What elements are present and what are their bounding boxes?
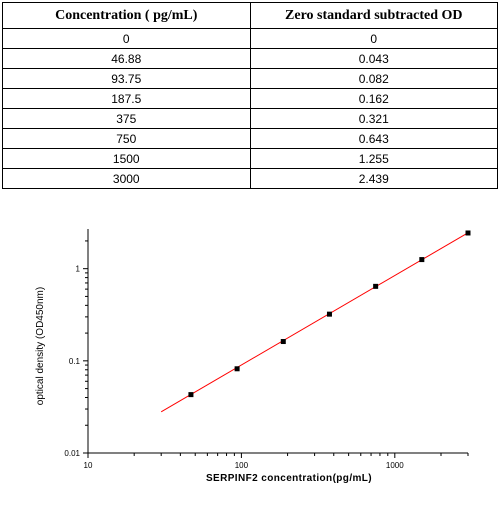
x-axis-title: SERPINF2 concentration(pg/mL): [206, 473, 372, 484]
table-row: 187.5 0.162: [2, 88, 498, 109]
data-point: [280, 339, 286, 345]
x-tick-label: 10: [84, 461, 93, 470]
fit-line-layer: [160, 232, 469, 413]
table-header-row: Concentration ( pg/mL) Zero standard sub…: [2, 2, 498, 29]
data-point: [419, 257, 425, 263]
fit-line: [160, 232, 469, 413]
cell-od: 2.439: [249, 168, 498, 189]
cell-od: 0.162: [249, 88, 498, 109]
cell-od: 0.043: [249, 48, 498, 69]
y-tick-label: 0.1: [69, 357, 81, 366]
cell-concentration: 46.88: [2, 48, 251, 69]
table-row: 375 0.321: [2, 108, 498, 129]
table-row: 3000 2.439: [2, 168, 498, 189]
cell-od: 1.255: [249, 148, 498, 169]
cell-od: 0.321: [249, 108, 498, 129]
x-tick-label: 1000: [386, 461, 404, 470]
axes: [87, 229, 468, 454]
cell-concentration: 187.5: [2, 88, 251, 109]
cell-concentration: 750: [2, 128, 251, 149]
cell-od: 0.643: [249, 128, 498, 149]
cell-concentration: 0: [2, 28, 251, 49]
cell-concentration: 1500: [2, 148, 251, 169]
y-tick-label: 1: [76, 265, 81, 274]
table-row: 93.75 0.082: [2, 68, 498, 89]
cell-od: 0: [249, 28, 498, 49]
y-axis-title: optical density (OD450nm): [35, 287, 46, 405]
standard-curve-table: Concentration ( pg/mL) Zero standard sub…: [2, 2, 498, 189]
data-point: [326, 311, 332, 317]
data-point: [465, 230, 471, 236]
header-concentration: Concentration ( pg/mL): [2, 2, 251, 29]
y-tick-label: 0.01: [64, 449, 80, 458]
cell-concentration: 93.75: [2, 68, 251, 89]
table-row: 0 0: [2, 28, 498, 49]
data-points: [188, 230, 471, 398]
data-point: [188, 392, 194, 398]
data-point: [234, 366, 240, 372]
standard-curve-chart: 10 100 1000 0.01 0.1 1 SERPINF2 concentration…: [35, 229, 471, 484]
cell-concentration: 375: [2, 108, 251, 129]
axis-ticks: 10 100 1000 0.01 0.1 1: [64, 240, 469, 470]
x-tick-label: 100: [235, 461, 249, 470]
cell-concentration: 3000: [2, 168, 251, 189]
table-row: 46.88 0.043: [2, 48, 498, 69]
cell-od: 0.082: [249, 68, 498, 89]
data-point: [373, 283, 379, 289]
table-row: 750 0.643: [2, 128, 498, 149]
table-row: 1500 1.255: [2, 148, 498, 169]
header-od: Zero standard subtracted OD: [249, 2, 498, 29]
